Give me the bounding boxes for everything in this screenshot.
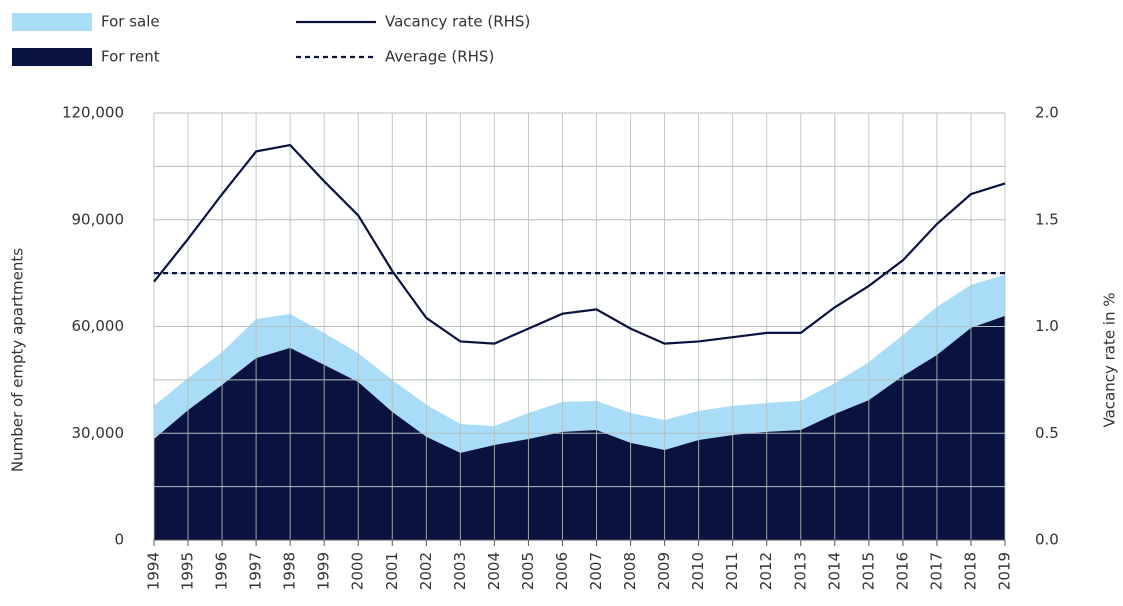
x-tick-label: 1994 <box>145 552 163 590</box>
x-tick-label: 2008 <box>621 552 639 590</box>
area <box>154 274 1005 453</box>
x-tick-label: 2013 <box>791 552 809 590</box>
x-tick-label: 1995 <box>179 552 197 590</box>
x-tick-label: 2003 <box>451 552 469 590</box>
x-tick-label: 2010 <box>689 552 707 590</box>
area <box>154 315 1005 540</box>
x-tick-label: 1996 <box>213 552 231 590</box>
y-axis-label: Number of empty apartments <box>9 248 27 472</box>
legend-label: For sale <box>101 13 160 31</box>
y-tick-label: 120,000 <box>62 104 124 122</box>
x-tick-label: 2000 <box>349 552 367 590</box>
y-tick-label: 90,000 <box>72 210 125 228</box>
x-tick-label: 2007 <box>587 552 605 590</box>
x-tick-label: 1998 <box>281 552 299 590</box>
legend-swatch <box>12 13 92 31</box>
x-tick-label: 2019 <box>996 552 1014 590</box>
y2-tick-label: 1.5 <box>1035 210 1059 228</box>
x-tick-label: 2014 <box>825 552 843 590</box>
y2-tick-label: 0.0 <box>1035 531 1059 549</box>
x-tick-label: 1999 <box>315 552 333 590</box>
x-tick-label: 2011 <box>723 552 741 590</box>
x-tick-label: 2004 <box>485 552 503 590</box>
y2-tick-label: 0.5 <box>1035 424 1059 442</box>
x-tick-label: 2015 <box>859 552 877 590</box>
x-tick-label: 1997 <box>247 552 265 590</box>
x-tick-label: 2017 <box>927 552 945 590</box>
x-tick-label: 2001 <box>383 552 401 590</box>
legend-label: Vacancy rate (RHS) <box>385 13 530 31</box>
y-tick-label: 60,000 <box>72 317 125 335</box>
x-tick-label: 2009 <box>655 552 673 590</box>
x-tick-label: 2006 <box>553 552 571 590</box>
legend-swatch <box>12 48 92 66</box>
line <box>153 143 1006 345</box>
y2-tick-label: 1.0 <box>1035 317 1059 335</box>
y2-tick-label: 2.0 <box>1035 104 1059 122</box>
x-tick-label: 2005 <box>519 552 537 590</box>
x-tick-label: 2012 <box>757 552 775 590</box>
legend-label: For rent <box>101 48 160 66</box>
y2-axis-label: Vacancy rate in % <box>1101 292 1119 427</box>
y-tick-label: 0 <box>114 531 124 549</box>
x-tick-label: 2018 <box>961 552 979 590</box>
legend-label: Average (RHS) <box>385 48 494 66</box>
x-tick-label: 2016 <box>893 552 911 590</box>
y-tick-label: 30,000 <box>72 424 125 442</box>
x-tick-label: 2002 <box>417 552 435 590</box>
